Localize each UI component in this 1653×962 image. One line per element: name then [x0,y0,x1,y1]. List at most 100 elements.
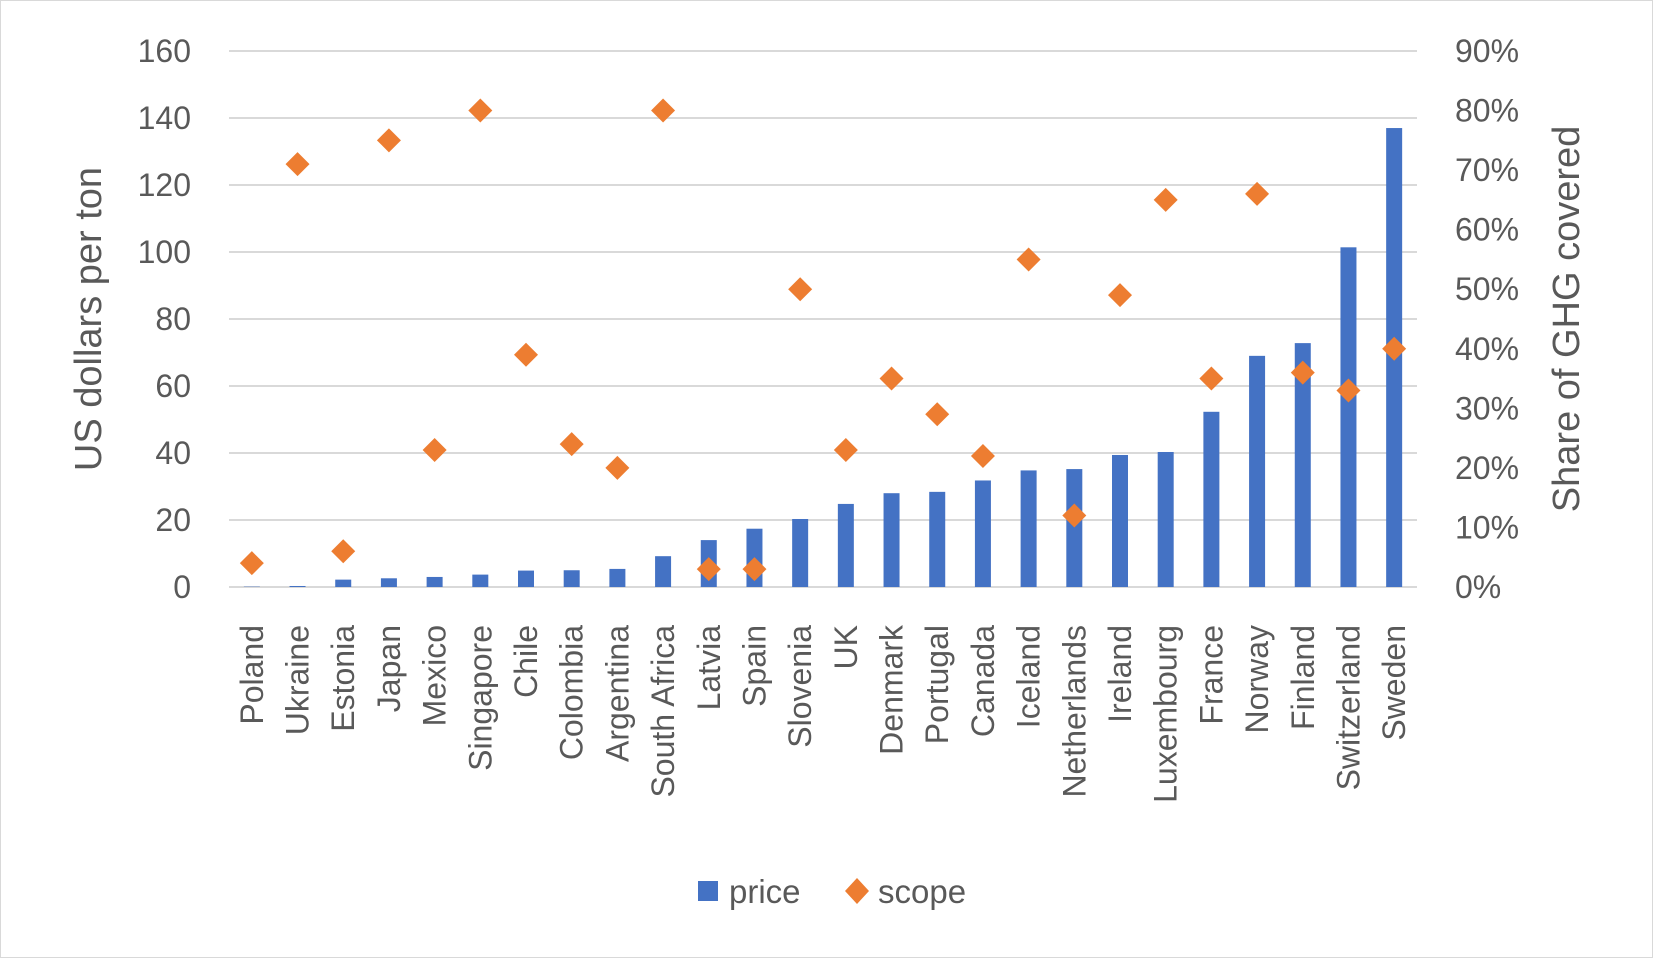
category-label: Canada [965,625,1001,737]
price-bar [472,575,488,587]
scope-marker [1062,504,1086,528]
left-tick-label: 100 [138,234,191,270]
scope-marker [1154,188,1178,212]
right-tick-label: 60% [1455,212,1519,248]
category-label: Norway [1239,625,1275,733]
price-bar [1112,455,1128,587]
scope-marker [1291,361,1315,385]
category-label: France [1193,625,1229,725]
category-label: Iceland [1011,625,1047,728]
right-tick-label: 50% [1455,271,1519,307]
legend-price-label: price [729,873,801,910]
scope-marker [1382,337,1406,361]
scope-marker [240,551,264,575]
gridlines [229,51,1417,587]
right-axis-ticks: 0% 10% 20% 30% 40% 50% 60% 70% 80% 90% [1455,33,1519,605]
category-label: Japan [371,625,407,712]
price-bar [929,492,945,587]
price-bar [1340,247,1356,587]
category-label: Singapore [462,625,498,771]
category-label: Netherlands [1056,625,1092,798]
right-tick-label: 10% [1455,509,1519,545]
right-tick-label: 30% [1455,390,1519,426]
category-label: Switzerland [1330,625,1366,790]
scope-marker [377,128,401,152]
category-label: Portugal [919,625,955,744]
left-tick-label: 140 [138,100,191,136]
price-bar [518,571,534,587]
right-tick-label: 80% [1455,93,1519,129]
scope-marker [423,438,447,462]
category-label: Denmark [874,624,910,755]
category-label: Spain [736,625,772,707]
legend-price-swatch [698,881,718,901]
category-label: South Africa [645,625,681,798]
left-tick-label: 120 [138,167,191,203]
scope-marker [697,557,721,581]
price-bar [838,504,854,587]
right-tick-label: 20% [1455,450,1519,486]
scope-marker [331,539,355,563]
scope-marker [605,456,629,480]
left-axis-title: US dollars per ton [68,167,110,471]
legend-scope-swatch [845,878,869,904]
right-tick-label: 40% [1455,331,1519,367]
scope-marker [514,343,538,367]
category-label: Ukraine [280,625,316,735]
category-label: Latvia [691,625,727,711]
price-bar [609,569,625,587]
legend-scope-label: scope [878,873,966,910]
scope-marker [971,444,995,468]
category-label: Ireland [1102,625,1138,723]
category-label: UK [828,625,864,669]
category-label: Poland [234,625,270,725]
left-tick-label: 40 [155,435,191,471]
category-label: Chile [508,625,544,698]
scope-marker [788,277,812,301]
price-bar [655,556,671,587]
price-bar [1066,469,1082,587]
scope-marker [834,438,858,462]
category-label: Sweden [1376,625,1412,741]
price-bar [290,586,306,587]
scope-marker [1108,283,1132,307]
category-label: Slovenia [782,625,818,748]
price-bar [975,480,991,587]
left-tick-label: 20 [155,502,191,538]
price-bar [1158,452,1174,587]
scope-marker [286,152,310,176]
legend: price scope [698,873,966,910]
price-bar [884,493,900,587]
category-label: Argentina [599,625,635,762]
left-tick-label: 80 [155,301,191,337]
price-bar [381,578,397,587]
left-tick-label: 60 [155,368,191,404]
category-label: Finland [1285,625,1321,730]
price-bar [1021,470,1037,587]
price-bar [335,580,351,587]
price-bars [244,128,1402,587]
price-bar [1203,412,1219,587]
scope-marker [1336,378,1360,402]
left-tick-label: 160 [138,33,191,69]
scope-markers [240,99,1406,582]
right-axis-title: Share of GHG covered [1546,126,1588,513]
scope-marker [925,402,949,426]
right-tick-label: 70% [1455,152,1519,188]
category-label: Mexico [417,625,453,726]
price-bar [564,570,580,587]
right-tick-label: 90% [1455,33,1519,69]
left-axis-ticks: 0 20 40 60 80 100 120 140 160 [138,33,191,605]
category-label: Estonia [325,625,361,732]
price-bar [792,519,808,587]
left-tick-label: 0 [173,569,191,605]
right-tick-label: 0% [1455,569,1501,605]
price-bar [1249,356,1265,587]
scope-marker [742,557,766,581]
category-label: Luxembourg [1148,625,1184,803]
category-label: Colombia [554,625,590,760]
price-bar [427,577,443,587]
